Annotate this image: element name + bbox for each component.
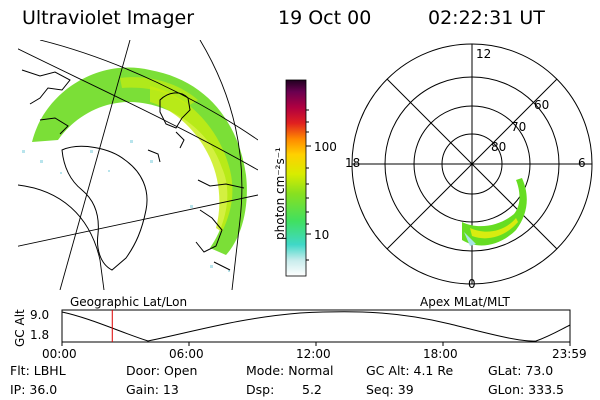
status-seq: Seq: 39 (366, 382, 414, 397)
status-dsp-value: 5.2 (302, 382, 322, 397)
status-gain: Gain: 13 (126, 382, 179, 397)
instrument-title: Ultraviolet Imager (22, 7, 195, 29)
alt-xtick-2359: 23:59 (552, 347, 587, 361)
mlt-label-12: 12 (476, 47, 492, 61)
alt-xtick-0600: 06:00 (169, 347, 204, 361)
alt-xtick-1200: 12:00 (296, 347, 331, 361)
status-flt: Flt: LBHL (10, 363, 66, 378)
alt-ytick-1-8: 1.8 (30, 328, 50, 342)
status-dsp-label: Dsp: (246, 382, 275, 397)
status-glon: GLon: 333.5 (488, 382, 564, 397)
polar-caption: Apex MLat/MLT (420, 295, 510, 309)
alt-xtick-0000: 00:00 (42, 347, 77, 361)
geo-caption: Geographic Lat/Lon (70, 295, 188, 309)
colorbar-tick-10: 10 (314, 228, 330, 242)
status-ip: IP: 36.0 (10, 382, 58, 397)
lat-label-60: 60 (534, 98, 550, 112)
mlt-label-6: 6 (578, 156, 586, 170)
alt-ylabel: GC Alt (13, 309, 27, 347)
alt-xtick-1800: 18:00 (423, 347, 458, 361)
date-label: 19 Oct 00 (278, 7, 372, 29)
alt-ytick-9: 9.0 (30, 308, 50, 322)
status-mode: Mode: Normal (246, 363, 334, 378)
colorbar-tick-100: 100 (314, 140, 337, 154)
mlt-label-18: 18 (345, 156, 361, 170)
status-glat: GLat: 73.0 (488, 363, 554, 378)
lat-label-80: 80 (491, 140, 507, 154)
time-label: 02:22:31 UT (428, 7, 545, 29)
mlt-label-0: 0 (468, 277, 476, 291)
status-door: Door: Open (126, 363, 198, 378)
status-gc-alt: GC Alt: 4.1 Re (366, 363, 454, 378)
lat-label-70: 70 (511, 120, 527, 134)
altitude-curve (61, 311, 571, 342)
